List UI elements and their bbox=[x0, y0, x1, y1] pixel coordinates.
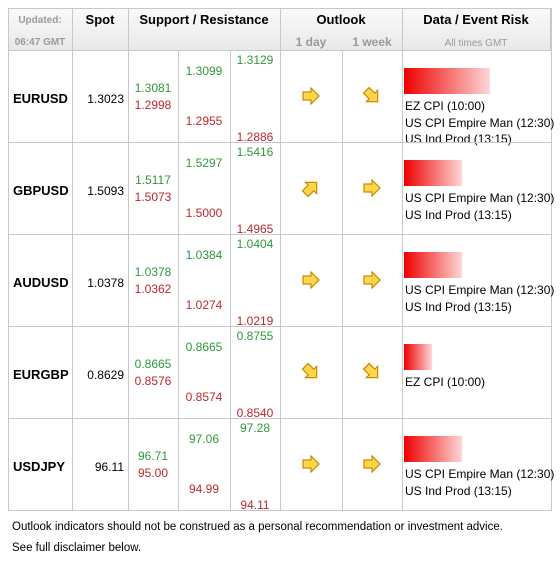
footer-line2: See full disclaimer below. bbox=[12, 542, 142, 554]
updated-label: Updated: bbox=[18, 15, 62, 26]
spot: 1.3023 bbox=[87, 92, 124, 106]
footer-line1: Outlook indicators should not be constru… bbox=[12, 521, 503, 533]
outlook-header: Outlook bbox=[316, 12, 366, 27]
outlook-arrow bbox=[301, 181, 318, 198]
support: 1.5073 bbox=[134, 190, 172, 204]
event-risk-bar bbox=[404, 160, 462, 186]
support: 1.2886 bbox=[236, 130, 274, 144]
event: EZ CPI (10:00) bbox=[405, 99, 486, 113]
resistance: 1.0378 bbox=[134, 265, 172, 279]
resistance: 1.3129 bbox=[236, 53, 274, 67]
resistance: 1.0404 bbox=[236, 237, 274, 251]
resistance: 1.3081 bbox=[134, 81, 172, 95]
event: EZ CPI (10:00) bbox=[405, 375, 486, 389]
support: 1.2955 bbox=[185, 114, 223, 128]
event-header: Data / Event Risk bbox=[423, 12, 529, 27]
row-cell bbox=[128, 50, 179, 143]
resistance: 97.28 bbox=[239, 421, 271, 435]
row-cell bbox=[128, 326, 179, 419]
support: 94.99 bbox=[188, 482, 220, 496]
pair: EURGBP bbox=[13, 367, 69, 382]
pair: GBPUSD bbox=[13, 183, 69, 198]
support: 1.0219 bbox=[236, 314, 274, 328]
outlook-arrow bbox=[362, 86, 379, 103]
updated-time: 06:47 GMT bbox=[14, 37, 66, 48]
pair: EURUSD bbox=[13, 91, 68, 106]
event: US CPI Empire Man (12:30) bbox=[405, 283, 555, 297]
outlook-arrow bbox=[363, 178, 381, 198]
support: 0.8540 bbox=[236, 406, 274, 420]
event-risk-bar bbox=[404, 68, 490, 94]
pair: AUDUSD bbox=[13, 275, 69, 290]
spot: 1.5093 bbox=[87, 184, 124, 198]
event-risk-bar bbox=[404, 344, 432, 370]
event: US CPI Empire Man (12:30) bbox=[405, 191, 555, 205]
outlook-arrow bbox=[363, 270, 381, 290]
event: US Ind Prod (13:15) bbox=[405, 483, 512, 498]
resistance: 1.0384 bbox=[185, 248, 223, 262]
outlook-arrow bbox=[302, 86, 320, 106]
row-cell bbox=[128, 234, 179, 327]
outlook-arrow bbox=[302, 270, 320, 290]
support: 0.8576 bbox=[134, 374, 172, 388]
support: 1.0274 bbox=[185, 298, 223, 312]
event-risk-bar bbox=[404, 252, 462, 278]
event: US CPI Empire Man (12:30) bbox=[405, 115, 555, 130]
pair: USDJPY bbox=[13, 459, 66, 474]
support: 0.8574 bbox=[185, 390, 223, 404]
support: 1.5000 bbox=[185, 206, 223, 220]
times-note: All times GMT bbox=[444, 38, 508, 49]
support: 94.11 bbox=[240, 498, 270, 512]
support: 95.00 bbox=[137, 466, 169, 480]
resistance: 97.06 bbox=[188, 432, 220, 446]
spot: 1.0378 bbox=[87, 276, 124, 290]
support: 1.4965 bbox=[236, 222, 274, 236]
resistance: 1.3099 bbox=[185, 64, 223, 78]
outlook-arrow bbox=[302, 454, 320, 474]
event: US Ind Prod (13:15) bbox=[405, 299, 512, 314]
row-cell bbox=[128, 142, 179, 235]
outlook-1week: 1 week bbox=[352, 35, 392, 49]
spot-header: Spot bbox=[85, 12, 115, 27]
resistance: 96.71 bbox=[137, 449, 169, 463]
row-cell bbox=[128, 418, 179, 511]
outlook-arrow bbox=[362, 362, 379, 379]
resistance: 1.5416 bbox=[236, 145, 274, 159]
sr-header: Support / Resistance bbox=[139, 12, 269, 27]
outlook-arrow bbox=[363, 454, 381, 474]
row-cell bbox=[402, 418, 552, 511]
spot: 96.11 bbox=[94, 460, 124, 474]
outlook-1day: 1 day bbox=[295, 35, 327, 49]
resistance: 0.8755 bbox=[236, 329, 274, 343]
support: 1.0362 bbox=[134, 282, 172, 296]
event-risk-bar bbox=[404, 436, 462, 462]
outlook-arrow bbox=[301, 362, 318, 379]
resistance: 0.8665 bbox=[185, 340, 223, 354]
event: US CPI Empire Man (12:30) bbox=[405, 467, 555, 481]
resistance: 1.5117 bbox=[135, 173, 171, 187]
support: 1.2998 bbox=[134, 98, 172, 112]
row-cell bbox=[402, 326, 552, 419]
resistance: 1.5297 bbox=[185, 156, 223, 170]
event: US Ind Prod (13:15) bbox=[405, 207, 512, 222]
spot: 0.8629 bbox=[87, 368, 124, 382]
resistance: 0.8665 bbox=[134, 357, 172, 371]
